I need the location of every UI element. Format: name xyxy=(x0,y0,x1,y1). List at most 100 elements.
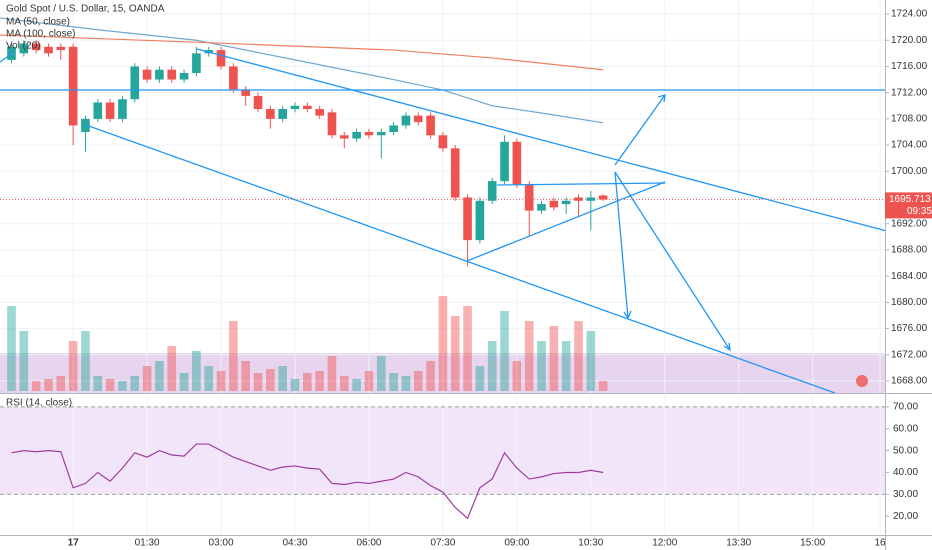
trend-line xyxy=(0,51,15,63)
volume-bar xyxy=(192,351,201,391)
candle-body xyxy=(290,105,300,110)
candle-body xyxy=(413,115,423,123)
candle-body xyxy=(167,69,177,80)
x-tick-label: 06:00 xyxy=(356,538,381,549)
volume-bar xyxy=(315,371,324,391)
y-tick-label: 1672.00 xyxy=(891,349,928,360)
x-tick-label: 16 xyxy=(875,538,887,549)
volume-bar xyxy=(204,366,214,391)
candle-body xyxy=(475,200,485,241)
logo xyxy=(856,375,868,387)
volume-bar xyxy=(537,341,546,391)
candle-body xyxy=(266,109,275,119)
volume-bar xyxy=(290,379,300,391)
y-tick-label: 1668.00 xyxy=(891,376,928,387)
volume-bar xyxy=(561,341,571,391)
volume-bar xyxy=(216,371,226,391)
volume-bar xyxy=(512,361,522,391)
volume-bar xyxy=(598,381,608,391)
volume-bar xyxy=(130,376,140,391)
volume-bar xyxy=(463,306,472,391)
symbol-title: Gold Spot / U.S. Dollar, 15, OANDA xyxy=(6,4,165,15)
legend-ma50: MA (50, close) xyxy=(6,17,70,28)
volume-bar xyxy=(500,311,509,391)
x-tick-label: 17 xyxy=(68,538,80,549)
x-tick-label: 09:00 xyxy=(504,538,529,549)
ma-line xyxy=(0,17,604,124)
y-tick-label: 60.00 xyxy=(893,423,918,434)
y-tick-label: 1724.00 xyxy=(891,9,928,20)
volume-bar xyxy=(105,379,115,391)
candles xyxy=(7,40,608,267)
volume-bar xyxy=(179,373,189,391)
y-tick-label: 1712.00 xyxy=(891,87,928,98)
x-tick-label: 15:00 xyxy=(800,538,825,549)
volume-bar xyxy=(118,381,127,391)
candle-body xyxy=(192,53,201,74)
candle-body xyxy=(561,200,571,205)
candle-body xyxy=(487,181,497,201)
candle-body xyxy=(426,115,435,136)
grid xyxy=(0,0,885,535)
candle-body xyxy=(463,197,472,241)
volume-bar xyxy=(142,366,152,391)
ma-line xyxy=(0,34,604,71)
x-tick-label: 07:30 xyxy=(430,538,455,549)
y-tick-label: 1676.00 xyxy=(891,323,928,334)
volume-bar xyxy=(426,361,435,391)
x-tick-label: 03:00 xyxy=(209,538,234,549)
volume-bar xyxy=(229,321,238,391)
candle-body xyxy=(81,118,90,132)
candle-body xyxy=(438,135,448,149)
arrow xyxy=(614,94,666,166)
candle-body xyxy=(253,95,263,110)
candle-body xyxy=(105,102,115,119)
volume-bar xyxy=(278,366,287,391)
volume-bar xyxy=(31,381,41,391)
y-tick-label: 1684.00 xyxy=(891,271,928,282)
volume-bar xyxy=(401,376,411,391)
candle-body xyxy=(31,43,41,51)
y-tick-label: 1700.00 xyxy=(891,166,928,177)
triangle-bottom xyxy=(466,181,666,262)
y-tick-label: 70.00 xyxy=(893,402,918,413)
volume-bar xyxy=(167,346,177,391)
y-tick-label: 1688.00 xyxy=(891,245,928,256)
volume-bar xyxy=(81,331,90,391)
candle-body xyxy=(56,46,66,51)
volume-bar xyxy=(376,356,386,391)
y-tick-label: 20.00 xyxy=(893,511,918,522)
candle-body xyxy=(512,141,522,185)
x-tick-label: 10:30 xyxy=(578,538,603,549)
candle-body xyxy=(68,46,78,126)
volume-bar xyxy=(93,376,103,391)
candle-body xyxy=(142,69,152,80)
price-label: 1695.713 xyxy=(889,194,931,205)
volume-bar xyxy=(327,356,337,391)
candle-body xyxy=(450,148,460,198)
candle-body xyxy=(216,50,226,67)
candle-body xyxy=(278,109,287,119)
legend-volume: Vol (20) xyxy=(6,41,40,52)
candle-body xyxy=(130,66,140,100)
price-tag xyxy=(885,192,932,219)
candle-body xyxy=(93,102,103,119)
candle-body xyxy=(229,66,238,90)
candle-body xyxy=(401,115,411,126)
x-tick-label: 01:30 xyxy=(135,538,160,549)
candle-body xyxy=(352,131,361,139)
legend-ma100: MA (100, close) xyxy=(6,29,75,40)
y-tick-label: 1680.00 xyxy=(891,297,928,308)
candle-body xyxy=(524,184,534,211)
volume-bar xyxy=(574,321,583,391)
candle-body xyxy=(315,109,324,116)
triangle-top xyxy=(496,182,666,186)
volume-bar xyxy=(413,371,423,391)
volume-bar xyxy=(56,376,66,391)
volume-bar xyxy=(487,341,497,391)
countdown: 09:35 xyxy=(907,206,932,217)
candle-body xyxy=(179,73,189,80)
y-tick-label: 30.00 xyxy=(893,489,918,500)
candle-body xyxy=(44,46,53,54)
candle-body xyxy=(339,135,349,139)
